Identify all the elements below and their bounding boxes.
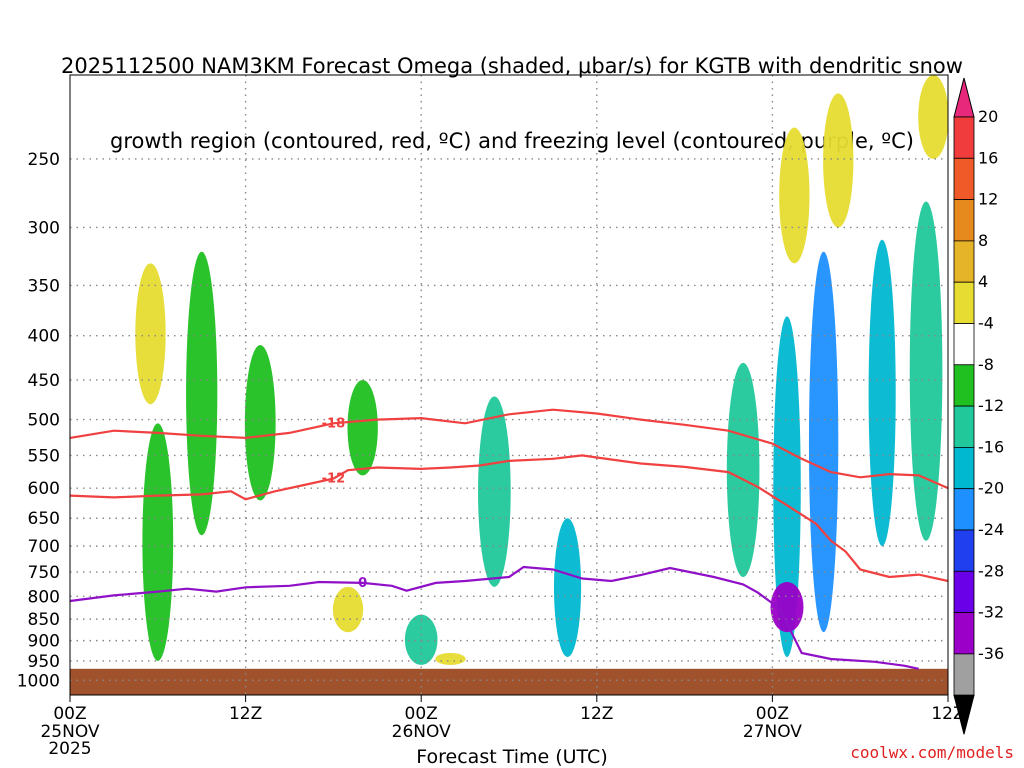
colorbar-label: 4 [978,272,988,291]
colorbar-label: 20 [978,107,998,126]
colorbar-top-arrow [953,77,975,118]
x-tick-label: 00Z [405,704,438,724]
omega-cell [553,518,582,657]
chart-title-line-1: 2025112500 NAM3KM Forecast Omega (shaded… [61,54,963,78]
plot-frame [69,74,949,696]
omega-cell [435,652,466,665]
terrain [70,668,948,695]
contour-line [69,408,949,490]
colorbar-box [953,116,975,159]
omega-cell [478,396,511,587]
y-tick-label: 550 [28,446,60,466]
colorbar-label: -16 [978,437,1004,456]
y-tick-label: 300 [28,218,60,238]
colorbar-box [953,199,975,242]
omega-cell [332,586,364,633]
contour-label: 0 [358,576,367,591]
colorbar: 20 16 12 8 4 -4 -8 -12 -16 -20 -24 -28 -32 -36 [953,77,1004,735]
contour-line [69,565,919,670]
x-tick-label: 12Z [931,704,964,724]
colorbar-box [953,364,975,407]
colorbar-box [953,323,975,366]
omega-cell [244,344,276,501]
colorbar-box [953,281,975,324]
colorbar-box [953,612,975,655]
y-tick-label: 400 [28,327,60,347]
y-tick-label: 650 [28,509,60,529]
y-tick-label: 250 [28,150,60,170]
chart-title-line-2: growth region (contoured, red, ºC) and f… [110,129,914,153]
colorbar-label: 16 [978,148,998,167]
x-axis-label: Forecast Time (UTC) [416,746,608,768]
omega-cell [918,75,949,159]
x-tick-label: 12Z [580,704,613,724]
y-tick-label: 700 [28,537,60,557]
colorbar-label: -8 [978,355,994,374]
x-tick-label: 00Z [756,704,789,724]
colorbar-label: -12 [978,396,1004,415]
colorbar-label: -36 [978,644,1004,663]
colorbar-box [953,446,975,490]
colorbar-box [953,529,975,572]
site-credit[interactable]: coolwx.com/models [850,743,1014,762]
omega-cell [347,379,378,476]
colorbar-label: -28 [978,561,1004,580]
contour-label: -12 [322,472,346,487]
omega-cell [135,263,166,405]
x-tick-label: 12Z [229,704,262,724]
y-tick-label: 850 [28,610,60,630]
colorbar-box [953,157,975,201]
contour-label: -18 [322,416,346,431]
colorbar-box [953,488,975,531]
y-tick-label: 450 [28,371,60,391]
omega-cell [773,316,801,657]
x-tick-date: 25NOV [40,722,99,742]
contour-line [69,454,949,583]
x-tick-label: 00Z [53,704,86,724]
colorbar-label: -4 [978,314,994,333]
y-tick-label: 1000 [17,671,60,691]
y-axis: 2503003504004505005506006507007508008509… [17,150,60,691]
y-tick-label: 350 [28,276,60,296]
colorbar-box [953,405,975,448]
omega-cell [779,127,810,264]
y-tick-label: 500 [28,411,60,431]
omega-cell [868,239,896,547]
colorbar-bottom-arrow [953,694,975,735]
x-tick-date: 26NOV [392,722,451,742]
contour-lines: -18 -12 0 [69,408,949,670]
colorbar-label: -24 [978,520,1004,539]
omega-cell [726,362,760,578]
omega-cell [823,93,854,228]
chart-title: 2025112500 NAM3KM Forecast Omega (shaded… [0,4,1024,179]
colorbar-box [953,570,975,613]
omega-shading [135,75,949,665]
colorbar-label: 8 [978,231,988,250]
y-tick-label: 600 [28,479,60,499]
omega-cell [404,614,438,665]
y-tick-label: 750 [28,563,60,583]
colorbar-label: -32 [978,603,1004,622]
y-tick-label: 800 [28,587,60,607]
y-tick-label: 900 [28,632,60,652]
colorbar-box [953,240,975,283]
omega-cell [909,201,943,541]
omega-cell [186,251,218,536]
omega-cell [142,423,174,661]
x-tick-date: 27NOV [743,722,802,742]
colorbar-label: 12 [978,190,998,209]
y-tick-label: 950 [28,652,60,672]
colorbar-label: -20 [978,479,1004,498]
x-tick-year: 2025 [48,739,91,759]
colorbar-box [953,653,975,696]
omega-cell [808,251,839,633]
